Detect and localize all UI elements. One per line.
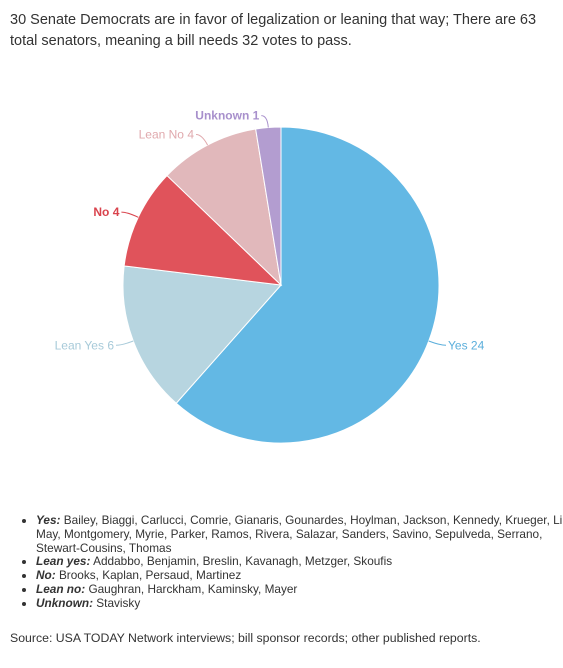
- connector-lean-no: [195, 134, 209, 146]
- list-key: Lean yes:: [36, 554, 91, 569]
- list-names: Gaughran, Harckham, Kaminsky, Mayer: [88, 581, 298, 596]
- list-names: Brooks, Kaplan, Persaud, Martinez: [58, 568, 242, 583]
- source-note: Source: USA TODAY Network interviews; bi…: [10, 631, 481, 645]
- slice-label-lean-yes: Lean Yes 6: [55, 338, 115, 352]
- list-names: Stavisky: [96, 595, 141, 610]
- pie-slice-lean-yes: [122, 265, 283, 404]
- list-item-yes: Yes: Bailey, Biaggi, Carlucci, Comrie, G…: [22, 513, 563, 555]
- slice-label-unknown: Unknown 1: [195, 109, 259, 123]
- connector-no: [121, 211, 139, 218]
- slice-label-lean-no: Lean No 4: [139, 128, 195, 142]
- slice-label-no: No 4: [93, 205, 119, 219]
- slice-label-yes: Yes 24: [448, 338, 485, 352]
- connector-yes: [428, 340, 447, 346]
- list-names: Addabbo, Benjamin, Breslin, Kavanagh, Me…: [93, 554, 393, 569]
- list-key: Yes:: [36, 513, 61, 527]
- connector-unknown: [261, 115, 269, 128]
- list-item-lean-no: Lean no: Gaughran, Harckham, Kaminsky, M…: [22, 581, 563, 597]
- pie-slices: [122, 126, 440, 444]
- list-key: Lean no:: [36, 581, 86, 596]
- connector-lean-yes: [115, 340, 134, 346]
- list-key: Unknown:: [36, 595, 94, 610]
- list-names: Bailey, Biaggi, Carlucci, Comrie, Gianar…: [36, 513, 563, 555]
- list-key: No:: [36, 568, 56, 583]
- pie-slice-yes: [175, 126, 440, 444]
- chart-subtitle: 30 Senate Democrats are in favor of lega…: [10, 12, 537, 49]
- senator-list: Yes: Bailey, Biaggi, Carlucci, Comrie, G…: [10, 513, 563, 611]
- list-item-no: No: Brooks, Kaplan, Persaud, Martinez: [22, 568, 563, 583]
- list-item-unknown: Unknown: Stavisky: [22, 595, 563, 611]
- pie-slice-unknown: [255, 126, 282, 286]
- label-connectors: [115, 115, 447, 346]
- list-item-lean-yes: Lean yes: Addabbo, Benjamin, Breslin, Ka…: [22, 554, 563, 569]
